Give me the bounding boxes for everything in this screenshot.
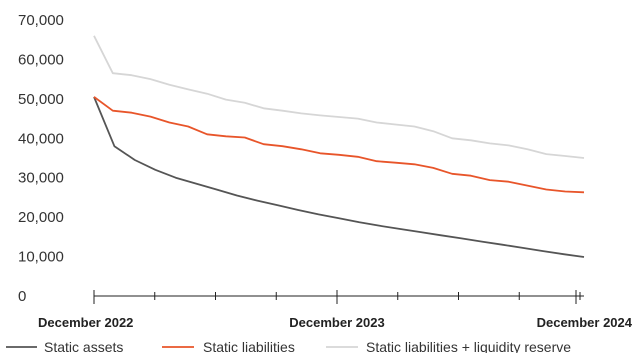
legend-label: Static liabilities bbox=[203, 339, 295, 353]
y-tick-label: 30,000 bbox=[18, 170, 64, 187]
x-axis-minor-ticks bbox=[93, 290, 581, 304]
y-tick-label: 60,000 bbox=[18, 51, 64, 68]
x-tick-label: December 2024 bbox=[537, 315, 633, 330]
x-tick-label: December 2022 bbox=[38, 315, 133, 330]
x-tick-label: December 2023 bbox=[289, 315, 384, 330]
series-line-1 bbox=[93, 96, 585, 258]
y-tick-label: 20,000 bbox=[18, 209, 64, 226]
series-lines bbox=[93, 35, 585, 258]
y-tick-label: 0 bbox=[18, 288, 26, 305]
series-line-3 bbox=[93, 35, 585, 159]
series-line-2 bbox=[93, 96, 585, 194]
y-tick-label: 70,000 bbox=[18, 12, 64, 29]
legend-label: Static liabilities + liquidity reserve bbox=[366, 339, 571, 353]
y-tick-label: 10,000 bbox=[18, 249, 64, 266]
x-axis-labels: December 2022 December 2023 December 2024 bbox=[38, 315, 633, 330]
y-axis-ticks: 0 10,000 20,000 30,000 40,000 50,000 60,000 70,… bbox=[18, 12, 64, 305]
y-tick-label: 40,000 bbox=[18, 130, 64, 147]
legend-label: Static assets bbox=[44, 339, 123, 353]
legend: Static assets Static liabilities Static li… bbox=[6, 339, 571, 353]
y-tick-label: 50,000 bbox=[18, 91, 64, 108]
